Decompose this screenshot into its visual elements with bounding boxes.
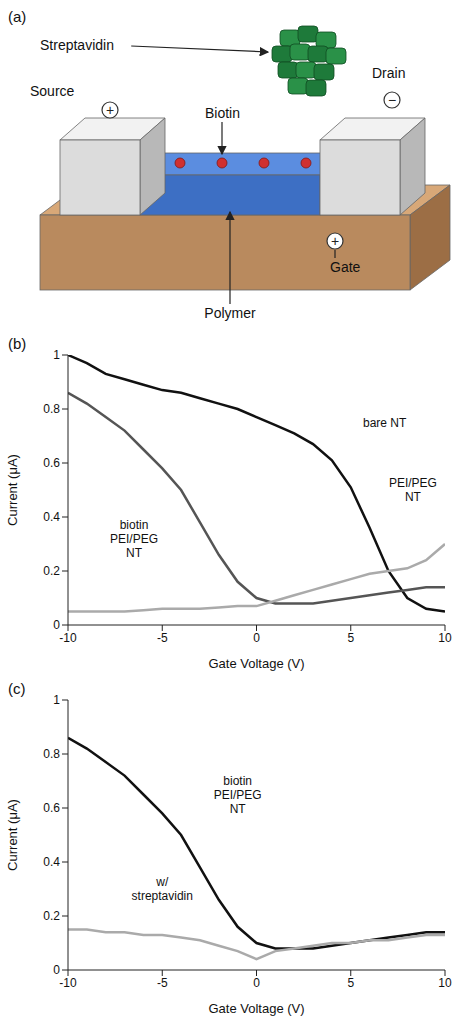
svg-text:1: 1	[53, 348, 60, 362]
svg-text:0: 0	[253, 976, 260, 990]
svg-text:Source: Source	[30, 83, 75, 99]
svg-text:-10: -10	[59, 976, 77, 990]
svg-text:5: 5	[347, 976, 354, 990]
svg-text:Drain: Drain	[372, 65, 405, 81]
svg-text:+: +	[331, 233, 339, 249]
svg-text:0: 0	[53, 618, 60, 632]
svg-text:0.8: 0.8	[43, 402, 60, 416]
svg-text:0.8: 0.8	[43, 747, 60, 761]
svg-text:biotinPEI/PEGNT: biotinPEI/PEGNT	[110, 518, 158, 560]
svg-text:PEI/PEGNT: PEI/PEGNT	[389, 476, 437, 504]
svg-text:biotinPEI/PEGNT: biotinPEI/PEGNT	[214, 774, 262, 816]
svg-text:0.4: 0.4	[43, 855, 60, 869]
html-text:(b): (b)	[8, 335, 27, 352]
svg-text:Biotin: Biotin	[205, 105, 240, 121]
svg-text:-10: -10	[59, 631, 77, 645]
svg-text:Gate Voltage (V): Gate Voltage (V)	[208, 656, 304, 671]
svg-text:(a): (a)	[8, 8, 26, 25]
svg-text:-5: -5	[157, 631, 168, 645]
svg-text:Streptavidin: Streptavidin	[40, 37, 114, 53]
svg-text:1: 1	[53, 693, 60, 707]
svg-text:−: −	[388, 92, 396, 108]
svg-text:0.2: 0.2	[43, 564, 60, 578]
svg-text:-5: -5	[157, 976, 168, 990]
svg-text:10: 10	[438, 976, 452, 990]
svg-text:0.6: 0.6	[43, 456, 60, 470]
svg-text:+: +	[106, 102, 114, 118]
svg-text:0.2: 0.2	[43, 909, 60, 923]
svg-text:10: 10	[438, 631, 452, 645]
svg-text:0: 0	[253, 631, 260, 645]
svg-text:Current (μA): Current (μA)	[5, 799, 20, 871]
svg-text:Gate Voltage (V): Gate Voltage (V)	[208, 1001, 304, 1016]
svg-text:0.4: 0.4	[43, 510, 60, 524]
svg-text:Polymer: Polymer	[204, 305, 256, 321]
svg-text:0: 0	[53, 963, 60, 977]
svg-text:bare NT: bare NT	[363, 416, 407, 430]
svg-text:w/streptavidin: w/streptavidin	[132, 875, 193, 903]
html-text:(c): (c)	[8, 680, 26, 697]
svg-text:0.6: 0.6	[43, 801, 60, 815]
svg-text:Current (μA): Current (μA)	[5, 454, 20, 526]
svg-text:5: 5	[347, 631, 354, 645]
svg-text:Gate: Gate	[330, 259, 361, 275]
